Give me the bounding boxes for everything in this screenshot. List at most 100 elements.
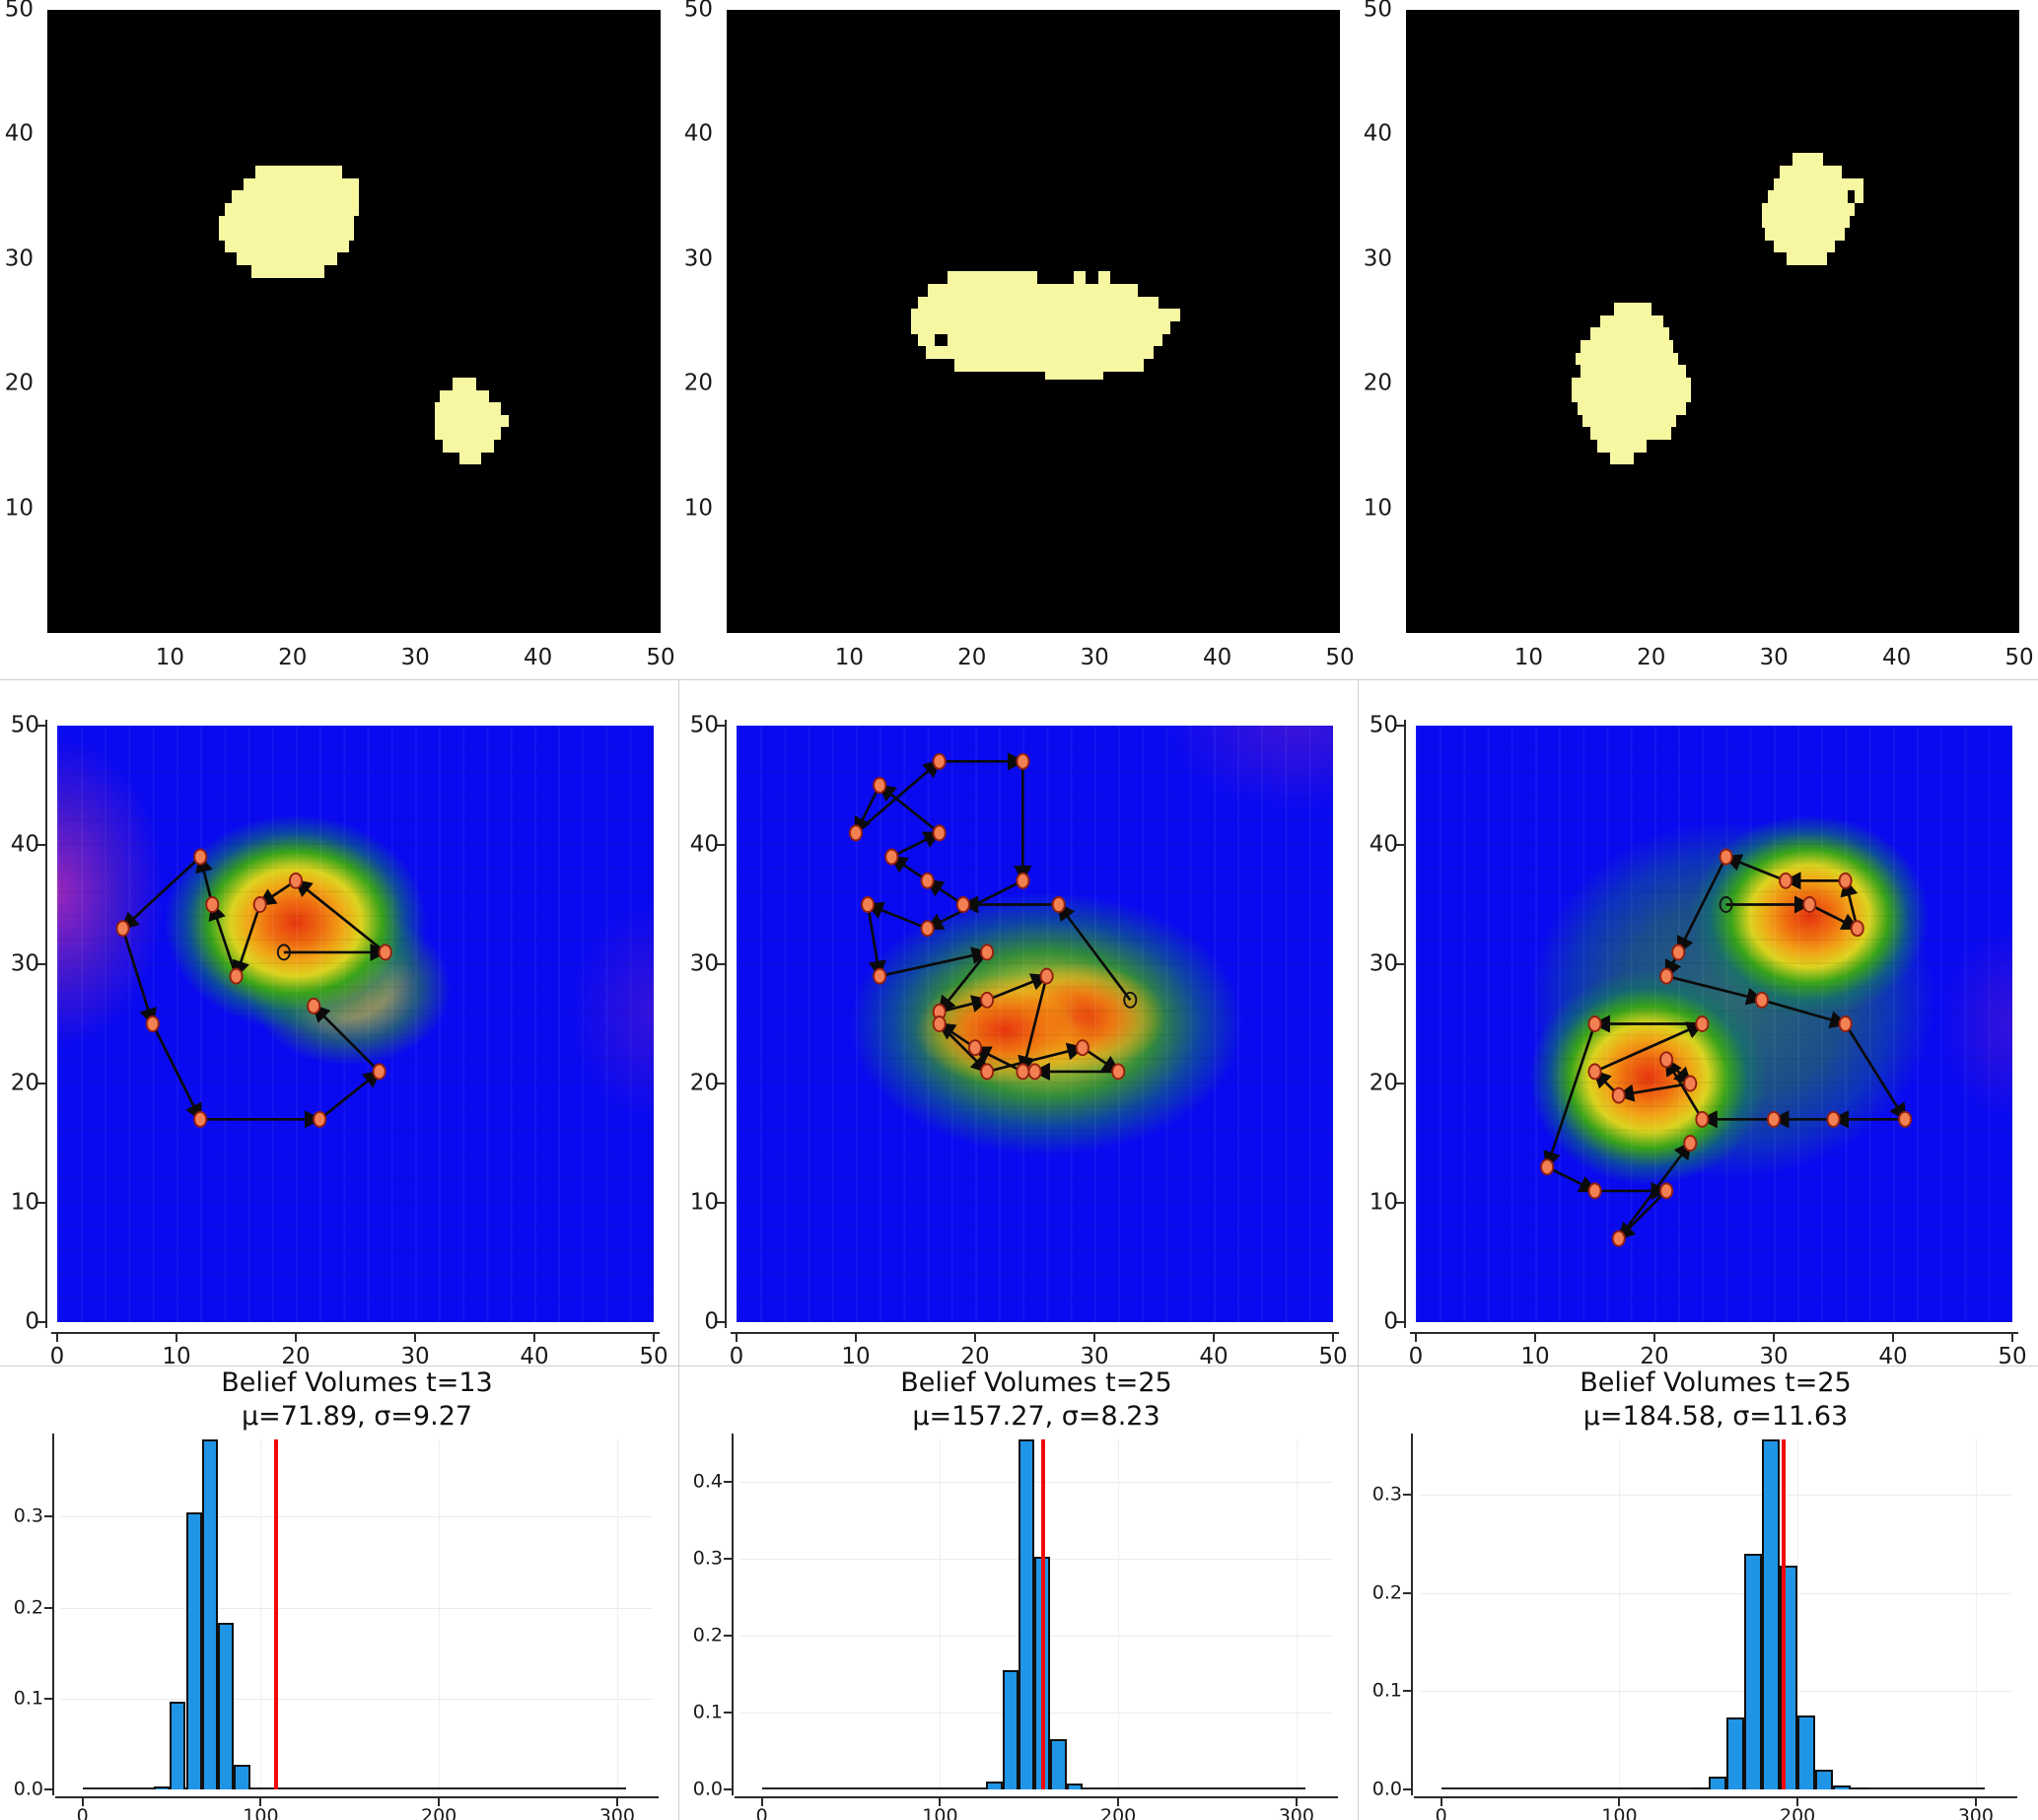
x-tick-label: 20 [278, 645, 308, 670]
observation-marker [372, 1063, 387, 1081]
belief-map-plot-wrap-1: 0 10 20 30 40 50 0 10 20 30 40 50 [11, 714, 668, 1369]
x-tick-label: 300 [598, 1805, 635, 1820]
target-blob-pixel-strip [1097, 271, 1111, 285]
histogram-bar [218, 1623, 235, 1789]
trajectory-segment [890, 831, 943, 859]
observation-marker [980, 1063, 995, 1081]
x-axis-spine [731, 1332, 1339, 1334]
x-tick-mark [1892, 1334, 1894, 1342]
target-blob-pixel-strip [244, 177, 359, 191]
target-blob-pixel-strip [435, 402, 502, 415]
belief-map-panel-3: 0 10 20 30 40 50 0 10 20 30 40 50 [1359, 690, 2038, 1369]
histogram-bar [1743, 1553, 1762, 1789]
observation-marker [288, 872, 304, 889]
observation-marker [115, 920, 130, 938]
histogram-canvas-1 [61, 1439, 653, 1789]
y-tick-label: 40 [4, 120, 34, 147]
start-marker [1123, 991, 1138, 1009]
y-tick-label: 50 [683, 0, 713, 23]
x-tick-label: 0 [76, 1805, 89, 1820]
target-blob-pixel-strip [925, 346, 1154, 359]
histogram-title-block-3: Belief Volumes t=25 μ=184.58, σ=11.63 [1420, 1366, 2011, 1434]
y-tick-mark [37, 1083, 45, 1085]
target-blob-pixel-strip [442, 440, 494, 453]
y-axis-spine [725, 720, 727, 1328]
observation-marker [955, 896, 970, 913]
y-tick-mark [37, 1321, 45, 1323]
y-tick-label: 0 [1383, 1308, 1398, 1335]
observation-marker [1016, 872, 1030, 889]
histogram-bar [1851, 1787, 1869, 1789]
x-axis-spine [735, 1796, 1338, 1798]
histogram-bar [153, 1786, 171, 1789]
x-tick-label: 40 [1202, 645, 1232, 670]
x-gridline [1975, 1439, 1977, 1789]
belief-map-canvas-3 [1416, 726, 2012, 1322]
row-divider-1 [0, 679, 2038, 680]
y-tick-mark [1396, 963, 1404, 965]
histogram-bar [201, 1439, 219, 1789]
y-tick-mark [717, 1083, 725, 1085]
x-tick-mark [1093, 1334, 1095, 1342]
observation-marker [313, 1110, 327, 1128]
trajectory-segment [208, 901, 238, 977]
target-blob-pixel-strip [219, 215, 354, 229]
target-blob-pixel-strip [219, 228, 354, 241]
trajectory-segment [1844, 1022, 1907, 1122]
target-blob-pixel-strip [435, 414, 509, 428]
histogram-subtitle-3: μ=184.58, σ=11.63 [1582, 1401, 1849, 1432]
observation-marker [1838, 1015, 1853, 1032]
y-gridline [61, 1698, 653, 1700]
y-tick-label: 20 [10, 1070, 39, 1096]
y-tick-label: 0 [25, 1308, 39, 1335]
x-gridline [1619, 1439, 1621, 1789]
x-tick-label: 20 [957, 645, 987, 670]
target-blob-pixel-strip [1767, 190, 1848, 203]
trajectory-segment [1057, 902, 1132, 1002]
target-blob-pixel-strip [1774, 240, 1836, 253]
y-tick-label: 10 [10, 1189, 39, 1216]
trajectory-segment [986, 1042, 1086, 1074]
y-tick-mark [37, 844, 45, 846]
belief-map-canvas-2 [737, 726, 1333, 1322]
true-map-canvas-1 [47, 10, 661, 633]
y-tick-label: 50 [10, 712, 39, 738]
x-tick-label: 100 [243, 1805, 279, 1820]
x-tick-label: 40 [1199, 1344, 1229, 1369]
trajectory-segment [1723, 854, 1787, 882]
x-tick-mark [1213, 1334, 1215, 1342]
x-tick-label: 300 [1278, 1805, 1314, 1820]
target-blob-pixel-strip [250, 265, 325, 278]
x-tick-mark [56, 1334, 58, 1342]
trajectory-segment [1761, 999, 1849, 1028]
x-tick-mark [1295, 1798, 1298, 1806]
x-tick-mark [1653, 1334, 1655, 1342]
target-blob-pixel-strip [1599, 315, 1664, 328]
target-blob-pixel-strip [1765, 228, 1846, 241]
y-tick-label: 50 [1369, 712, 1398, 738]
observation-marker [1766, 1110, 1782, 1128]
true-map-panel-3: 10 20 30 40 50 10 20 30 40 50 [1359, 0, 2038, 690]
trajectory-segment [925, 879, 1023, 930]
x-tick-mark [1773, 1334, 1775, 1342]
y-gridline [61, 1607, 653, 1609]
belief-map-canvas-1 [57, 726, 654, 1322]
histogram-bar [1066, 1783, 1083, 1789]
trajectory-segment [151, 1022, 202, 1122]
target-blob-pixel-strip [910, 321, 1171, 334]
observation-marker [1659, 1051, 1674, 1069]
target-blob-pixel-strip [1786, 252, 1827, 266]
target-blob-pixel-strip [1074, 271, 1087, 285]
histogram-bar [1002, 1670, 1019, 1789]
y-tick-mark [1396, 1321, 1404, 1323]
x-tick-label: 50 [639, 1344, 668, 1369]
y-tick-label: 0.2 [692, 1624, 723, 1646]
x-axis-spine [1410, 1332, 2018, 1334]
observation-marker [980, 991, 995, 1009]
observation-marker [193, 1110, 208, 1128]
x-tick-mark [259, 1798, 262, 1806]
trajectory-segment [855, 759, 942, 834]
x-tick-mark [295, 1334, 297, 1342]
observation-marker [1587, 1015, 1602, 1032]
y-tick-mark [717, 844, 725, 846]
